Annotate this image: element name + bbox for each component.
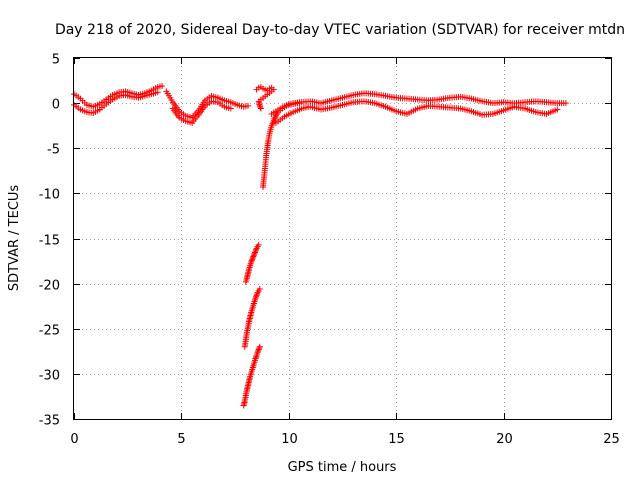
data-point: [256, 343, 263, 350]
data-point: [255, 346, 262, 353]
data-point: [255, 347, 262, 354]
series-seg-b-lower: [169, 98, 234, 126]
data-point: [248, 258, 255, 265]
y-tick-label: 0: [52, 98, 60, 113]
series-dip-b: [241, 286, 263, 350]
series-dip-a: [242, 241, 262, 285]
series-dip-c: [240, 343, 263, 409]
x-axis-label: GPS time / hours: [288, 460, 397, 475]
data-point: [253, 292, 260, 299]
series-spike: [253, 83, 277, 112]
series-recovery: [260, 100, 303, 191]
y-tick-label: 5: [52, 53, 60, 68]
data-point: [250, 252, 257, 259]
data-point: [248, 257, 255, 264]
data-point: [252, 355, 259, 362]
data-series: [71, 82, 569, 409]
data-point: [250, 253, 257, 260]
data-point: [251, 249, 258, 256]
data-point: [256, 102, 263, 109]
chart-title: Day 218 of 2020, Sidereal Day-to-day VTE…: [55, 22, 625, 38]
grid: [74, 58, 611, 419]
data-point: [244, 102, 251, 109]
y-tick-label: -15: [39, 234, 60, 249]
plot-frame: [73, 57, 612, 420]
y-axis-label: SDTVAR / TECUs: [7, 185, 22, 292]
series-seg-c-lower: [272, 98, 561, 126]
data-point: [562, 100, 569, 107]
data-point: [256, 286, 263, 293]
data-point: [256, 345, 263, 352]
y-tick-label: -10: [39, 188, 60, 203]
y-tick-label: -35: [39, 414, 60, 429]
x-tick-label: 0: [70, 432, 78, 447]
data-point: [251, 250, 258, 257]
series-seg-b: [163, 88, 251, 121]
data-point: [255, 241, 262, 248]
data-point: [257, 105, 264, 112]
data-point: [252, 295, 259, 302]
y-tick-label: -25: [39, 324, 60, 339]
y-tick-label: -5: [47, 143, 60, 158]
data-point: [227, 105, 234, 112]
x-tick-label: 5: [177, 432, 185, 447]
series-seg-a-lower: [71, 89, 161, 117]
series-seg-c-upper: [268, 90, 569, 117]
x-tick-label: 15: [388, 432, 405, 447]
data-point: [253, 293, 260, 300]
data-point: [249, 254, 256, 261]
x-tick-label: 10: [281, 432, 298, 447]
data-point: [249, 256, 256, 263]
data-point: [257, 104, 264, 111]
data-point: [254, 291, 261, 298]
x-tick-label: 25: [603, 432, 620, 447]
data-point: [253, 246, 260, 253]
y-tick-label: -30: [39, 369, 60, 384]
data-point: [154, 89, 161, 96]
y-tick-label: -20: [39, 279, 60, 294]
data-point: [254, 349, 261, 356]
data-point: [252, 248, 259, 255]
data-point: [253, 354, 260, 361]
data-point: [554, 106, 561, 113]
data-point: [159, 82, 166, 89]
x-tick-label: 20: [496, 432, 513, 447]
